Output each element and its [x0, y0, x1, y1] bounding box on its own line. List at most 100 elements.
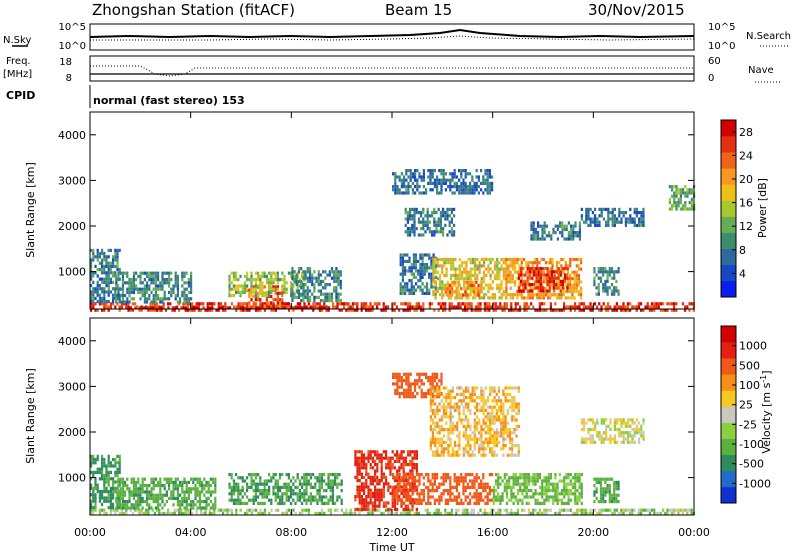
power-cell — [411, 227, 413, 230]
velocity-cell — [429, 382, 431, 385]
velocity-cell — [427, 499, 429, 502]
velocity-cell — [392, 376, 394, 379]
velocity-cell — [205, 481, 207, 484]
power-cell — [116, 252, 118, 255]
power-cell — [231, 302, 233, 305]
power-cell — [494, 261, 496, 264]
power-cell — [483, 261, 485, 264]
power-cell — [428, 257, 430, 260]
power-cell — [682, 191, 684, 194]
power-cell — [655, 305, 657, 308]
velocity-cell — [440, 483, 442, 486]
velocity-cell — [235, 473, 237, 476]
power-cell — [177, 300, 179, 303]
velocity-cell — [126, 487, 128, 490]
y-tick-label: 2000 — [58, 220, 86, 233]
velocity-cell — [427, 376, 429, 379]
power-cell — [489, 175, 491, 178]
power-cell — [571, 290, 573, 293]
velocity-cell — [117, 497, 119, 500]
velocity-cell — [248, 509, 250, 512]
power-cell — [553, 270, 555, 273]
power-cell — [596, 286, 598, 289]
power-cell — [535, 286, 537, 289]
velocity-cell — [153, 484, 155, 487]
power-cell — [447, 179, 449, 182]
velocity-cell — [157, 481, 159, 484]
power-cell — [419, 279, 421, 282]
velocity-cell — [385, 505, 387, 508]
velocity-cell — [504, 476, 506, 479]
power-cell — [424, 266, 426, 269]
power-cell — [246, 275, 248, 278]
velocity-cell — [521, 492, 523, 495]
power-cell — [436, 179, 438, 182]
power-cell — [585, 305, 587, 308]
power-cell — [340, 299, 342, 302]
velocity-cell — [112, 477, 114, 480]
velocity-cell — [330, 509, 332, 512]
power-cell — [402, 260, 404, 263]
velocity-cell — [510, 476, 512, 479]
velocity-cell — [212, 481, 214, 484]
power-cell — [603, 217, 605, 220]
power-cell — [607, 211, 609, 214]
power-cell — [108, 274, 110, 277]
velocity-cell — [526, 489, 528, 492]
power-cell — [616, 217, 618, 220]
velocity-cell — [124, 503, 126, 506]
velocity-cell — [427, 509, 429, 512]
velocity-cell — [493, 502, 495, 505]
power-cell — [625, 211, 627, 214]
power-cell — [505, 261, 507, 264]
power-cell — [228, 291, 230, 294]
velocity-cell — [473, 509, 475, 512]
velocity-cell — [396, 379, 398, 382]
power-cell — [122, 284, 124, 287]
velocity-cell — [334, 479, 336, 482]
power-cell — [443, 258, 445, 261]
velocity-cell — [112, 484, 114, 487]
power-cell — [405, 208, 407, 211]
velocity-cell — [414, 389, 416, 392]
velocity-cell — [321, 476, 323, 479]
power-cell — [402, 289, 404, 292]
velocity-cell — [279, 502, 281, 505]
velocity-cell — [412, 392, 414, 395]
velocity-cell — [434, 473, 436, 476]
velocity-cell — [396, 450, 398, 453]
velocity-cell — [454, 476, 456, 479]
velocity-cell — [157, 484, 159, 487]
power-cell — [281, 305, 283, 308]
power-cell — [405, 217, 407, 220]
power-cell — [590, 221, 592, 224]
velocity-cell — [537, 476, 539, 479]
velocity-cell — [135, 484, 137, 487]
velocity-cell — [381, 469, 383, 472]
velocity-cell — [308, 495, 310, 498]
power-cell — [112, 294, 114, 297]
velocity-cell — [188, 503, 190, 506]
velocity-cell — [356, 492, 358, 495]
velocity-cell — [367, 489, 369, 492]
power-cell — [454, 175, 456, 178]
velocity-cell — [214, 506, 216, 509]
power-cell — [505, 280, 507, 283]
power-cell — [450, 277, 452, 280]
power-cell — [406, 260, 408, 263]
power-cell — [523, 305, 525, 308]
velocity-cell — [188, 487, 190, 490]
power-cell — [338, 283, 340, 286]
power-cell — [101, 252, 103, 255]
power-cell — [181, 291, 183, 294]
power-cell — [543, 296, 545, 299]
power-cell — [403, 191, 405, 194]
power-cell — [580, 280, 582, 283]
power-cell — [478, 284, 480, 287]
power-cell — [620, 217, 622, 220]
power-cell — [464, 294, 466, 297]
velocity-cell — [115, 487, 117, 490]
velocity-cell — [399, 486, 401, 489]
velocity-cell — [405, 492, 407, 495]
velocity-cell — [464, 509, 466, 512]
